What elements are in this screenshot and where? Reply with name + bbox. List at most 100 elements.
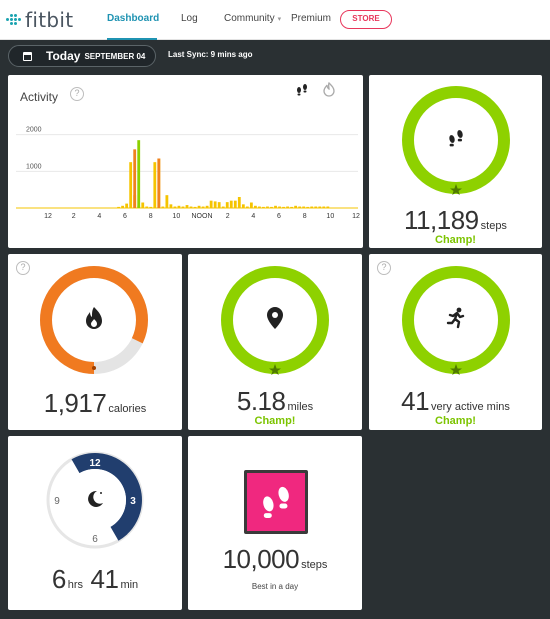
nav-dashboard[interactable]: Dashboard — [107, 13, 160, 24]
nav-community-label: Community — [224, 13, 275, 24]
daily-steps-badge — [244, 470, 308, 534]
steps-toggle-icon[interactable] — [294, 81, 310, 97]
activity-chart: 1000 2000 12 2 4 6 8 10 NOON 2 4 6 8 10 12 — [16, 127, 360, 220]
active-tab-indicator — [107, 38, 157, 40]
chart-bar — [278, 206, 281, 208]
distance-tile[interactable]: 5.18 miles Champ! — [188, 254, 362, 430]
calendar-icon — [23, 51, 32, 61]
active-minutes-tile[interactable]: ? 41 very active mins Champ! — [369, 254, 542, 430]
chart-bar — [310, 206, 314, 208]
store-button[interactable]: STORE — [340, 10, 392, 29]
chart-bar — [306, 206, 310, 208]
chart-bar — [302, 206, 306, 208]
chart-bar — [153, 162, 157, 208]
chart-bar — [318, 206, 322, 208]
chart-bar — [121, 205, 125, 208]
chart-bar — [137, 140, 141, 208]
chart-bar — [189, 206, 193, 208]
chart-bar — [237, 197, 241, 208]
chart-bar — [229, 200, 233, 208]
chart-bar — [177, 205, 181, 208]
chart-x-tick-label: 6 — [123, 213, 127, 220]
chart-bar — [129, 162, 133, 208]
help-icon[interactable]: ? — [70, 87, 84, 101]
calories-toggle-icon[interactable] — [322, 81, 336, 97]
chart-bar — [262, 206, 265, 208]
chart-bar — [133, 149, 137, 208]
calories-unit: calories — [108, 403, 147, 415]
activity-tile[interactable]: Activity ? 1000 2000 12 2 4 6 8 10 NOON 2 4 6 8 10 12 — [8, 75, 363, 248]
chart-bar — [282, 206, 285, 208]
chart-x-tick-label: 12 — [352, 213, 360, 220]
top-navigation: fitbit Dashboard Log Community ▾ Premium … — [0, 0, 550, 40]
chart-bar — [290, 206, 294, 208]
chart-x-tick-label: 2 — [226, 213, 230, 220]
moon-icon — [88, 490, 103, 507]
chart-bar — [165, 195, 169, 208]
chart-bar — [266, 206, 269, 208]
chart-x-tick-label: 12 — [44, 213, 52, 220]
chart-bar — [125, 203, 129, 208]
chart-bar — [193, 206, 197, 208]
chart-x-tick-label: 8 — [303, 213, 307, 220]
chart-y-tick-label: 1000 — [26, 163, 42, 170]
activity-title: Activity — [20, 90, 59, 104]
chevron-down-icon: ▾ — [277, 16, 282, 23]
chart-bar — [209, 200, 213, 208]
nav-log[interactable]: Log — [181, 13, 198, 24]
sleep-metric: 6 hrs 41 min — [8, 564, 182, 595]
chart-x-tick-label: NOON — [192, 213, 213, 220]
chart-bar — [274, 205, 277, 208]
help-icon[interactable]: ? — [16, 261, 30, 275]
chart-bar — [294, 205, 298, 208]
chart-x-tick-label: 2 — [72, 213, 76, 220]
sleep-clock: 12 3 6 9 — [46, 451, 144, 549]
sleep-mins: 41 — [90, 564, 119, 594]
date-today: Today — [46, 49, 81, 63]
chart-bar — [241, 204, 245, 208]
active-minutes-value: 41 — [401, 386, 430, 416]
chart-x-tick-label: 6 — [277, 213, 281, 220]
chart-y-tick-label: 2000 — [26, 127, 42, 134]
runner-icon — [446, 307, 465, 329]
calories-tile[interactable]: ? 1,917 calories — [8, 254, 182, 430]
nav-premium[interactable]: Premium — [291, 13, 332, 24]
clock-label-3: 3 — [130, 496, 136, 507]
steps-value: 11,189 — [404, 205, 479, 235]
chart-x-tick-label: 10 — [172, 213, 180, 220]
clock-label-6: 6 — [92, 534, 98, 545]
calories-metric: 1,917 calories — [8, 388, 182, 419]
chart-bar — [233, 200, 237, 208]
chart-bar — [205, 205, 209, 208]
fitbit-dots-icon — [6, 13, 21, 27]
badge-caption: Best in a day — [251, 582, 299, 591]
badge-tile[interactable]: 10,000 steps Best in a day — [188, 436, 362, 610]
active-minutes-ring — [402, 266, 510, 375]
chart-bar — [169, 204, 173, 208]
fitbit-logo[interactable]: fitbit — [6, 8, 74, 32]
chart-bar — [161, 206, 165, 208]
date-selector[interactable]: Today SEPTEMBER 04 — [8, 45, 156, 67]
logo-text: fitbit — [25, 8, 74, 32]
nav-community[interactable]: Community ▾ — [224, 13, 281, 24]
chart-bar — [201, 206, 205, 208]
distance-status: Champ! — [254, 415, 296, 427]
chart-x-tick-label: 8 — [149, 213, 153, 220]
chart-bar — [245, 206, 249, 208]
chart-bar — [185, 205, 189, 208]
chart-bar — [322, 206, 326, 208]
steps-tile[interactable]: 11,189 steps Champ! — [369, 75, 542, 248]
help-icon[interactable]: ? — [377, 261, 391, 275]
chart-bar — [221, 206, 225, 208]
steps-ring — [402, 86, 510, 195]
sleep-tile[interactable]: 12 3 6 9 6 hrs 41 min — [8, 436, 182, 610]
sleep-hours: 6 — [51, 564, 66, 594]
date-bar: Today SEPTEMBER 04 Last Sync: 9 mins ago — [0, 40, 550, 68]
clock-label-9: 9 — [54, 496, 60, 507]
distance-unit: miles — [287, 401, 314, 413]
chart-bar — [258, 206, 261, 208]
distance-metric: 5.18 miles — [188, 386, 362, 417]
date-label: SEPTEMBER 04 — [84, 51, 146, 61]
chart-bar — [149, 206, 153, 208]
calories-ring — [40, 266, 148, 374]
